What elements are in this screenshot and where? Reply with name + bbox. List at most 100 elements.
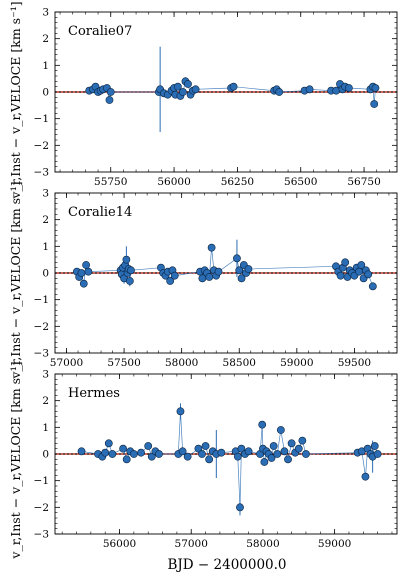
data-point [258, 420, 267, 429]
data-point [119, 444, 128, 453]
data-point [229, 82, 238, 91]
data-point [205, 455, 214, 464]
data-point [205, 273, 214, 281]
data-point [371, 84, 380, 92]
data-point [336, 271, 345, 280]
panel-title: Coralie07 [68, 24, 132, 39]
data-point [332, 86, 341, 95]
data-point [77, 447, 86, 456]
x-tick-label: 56500 [284, 176, 317, 188]
data-point [244, 265, 253, 273]
data-point [79, 279, 88, 288]
y-axis-label-3: v_r,Inst − v_r,VELOCE [km s⁻¹] [8, 361, 23, 559]
data-point [280, 447, 289, 456]
data-point [267, 454, 276, 462]
data-point [125, 277, 134, 285]
panel-title: Coralie14 [68, 205, 132, 220]
data-point [178, 447, 187, 456]
data-point [77, 269, 86, 277]
data-point [355, 267, 363, 276]
x-tick-label: 57500 [107, 357, 140, 369]
y-tick-label: −1 [34, 475, 49, 487]
panels: −3 −2 −1 0 1 2 3 55750 56000 56250 56500 56750 Coral… [34, 7, 398, 550]
panel-title: Hermes [68, 386, 120, 401]
data-point [269, 442, 278, 450]
y-tick-label: 3 [42, 369, 49, 381]
data-point [155, 450, 163, 458]
data-point [101, 448, 110, 457]
x-tick-label: 55750 [94, 176, 127, 188]
data-point [341, 258, 350, 267]
data-point [276, 426, 285, 434]
x-tick-label: 56250 [221, 176, 254, 188]
data-point [170, 271, 179, 280]
data-point [298, 436, 307, 445]
data-point [144, 442, 153, 450]
data-point [260, 458, 269, 466]
y-tick-label: 0 [42, 449, 49, 461]
data-point [82, 261, 90, 269]
data-point [237, 274, 246, 283]
x-tick-label: 56750 [347, 176, 380, 188]
y-tick-label: 2 [42, 33, 49, 45]
data-point [237, 444, 246, 453]
data-point [106, 88, 115, 96]
data-point [361, 472, 370, 481]
data-point [207, 243, 216, 252]
y-tick-label: −3 [34, 167, 49, 179]
data-point [176, 407, 185, 416]
x-tick-label: 59000 [318, 538, 351, 550]
x-tick-label: 56000 [157, 176, 190, 188]
y-axis-label-1-text: v_r,Inst − v_r,VELOCE [km s⁻¹] [8, 1, 23, 199]
data-point [357, 261, 366, 269]
data-point [287, 439, 296, 448]
y-tick-label: 3 [42, 188, 49, 200]
axes-frame [54, 192, 398, 354]
y-tick-label: −3 [34, 348, 49, 360]
y-tick-label: −1 [34, 294, 49, 306]
data-point [183, 452, 192, 461]
data-point [184, 80, 192, 88]
data-point [370, 100, 379, 108]
x-tick-label: 59500 [338, 357, 371, 369]
data-point [84, 267, 93, 276]
y-tick-label: 1 [42, 422, 49, 434]
data-point [275, 88, 284, 96]
y-tick-label: 2 [42, 214, 49, 226]
data-point [273, 450, 282, 458]
data-point [108, 450, 117, 458]
data-point [305, 85, 314, 94]
data-point [129, 450, 138, 458]
data-point [194, 444, 203, 453]
plot-area [55, 46, 397, 132]
x-axis-label: BJD − 2400000.0 [167, 557, 286, 573]
panel-3: −3 −2 −1 0 1 2 3 56000 57000 58000 59000 Hermes [34, 369, 398, 550]
data-point [244, 447, 253, 456]
y-tick-label: 1 [42, 241, 49, 253]
data-point [191, 85, 200, 94]
y-tick-label: 0 [42, 268, 49, 280]
x-tick-label: 58000 [246, 538, 279, 550]
data-point [214, 267, 223, 276]
y-tick-label: 3 [42, 7, 49, 19]
x-tick-label: 58000 [165, 357, 198, 369]
x-tick-label: 56000 [103, 538, 136, 550]
data-point [105, 96, 114, 104]
y-tick-label: −2 [34, 140, 49, 152]
y-axis-label-3-text: v_r,Inst − v_r,VELOCE [km s⁻¹] [8, 361, 23, 559]
data-point [235, 266, 244, 275]
data-point [233, 254, 241, 263]
data-point [122, 455, 131, 464]
x-tick-label: 58500 [223, 357, 256, 369]
data-point [368, 282, 377, 291]
data-point [137, 448, 145, 457]
data-point [302, 450, 310, 458]
axes-frame [54, 11, 398, 173]
y-tick-label: 2 [42, 395, 49, 407]
data-point [127, 266, 135, 275]
y-tick-label: −3 [34, 529, 49, 541]
y-tick-label: −1 [34, 113, 49, 125]
y-axis-label-2: v_r,Inst − v_r,VELOCE [km s⁻¹] [8, 181, 23, 379]
plot-area [55, 403, 397, 516]
